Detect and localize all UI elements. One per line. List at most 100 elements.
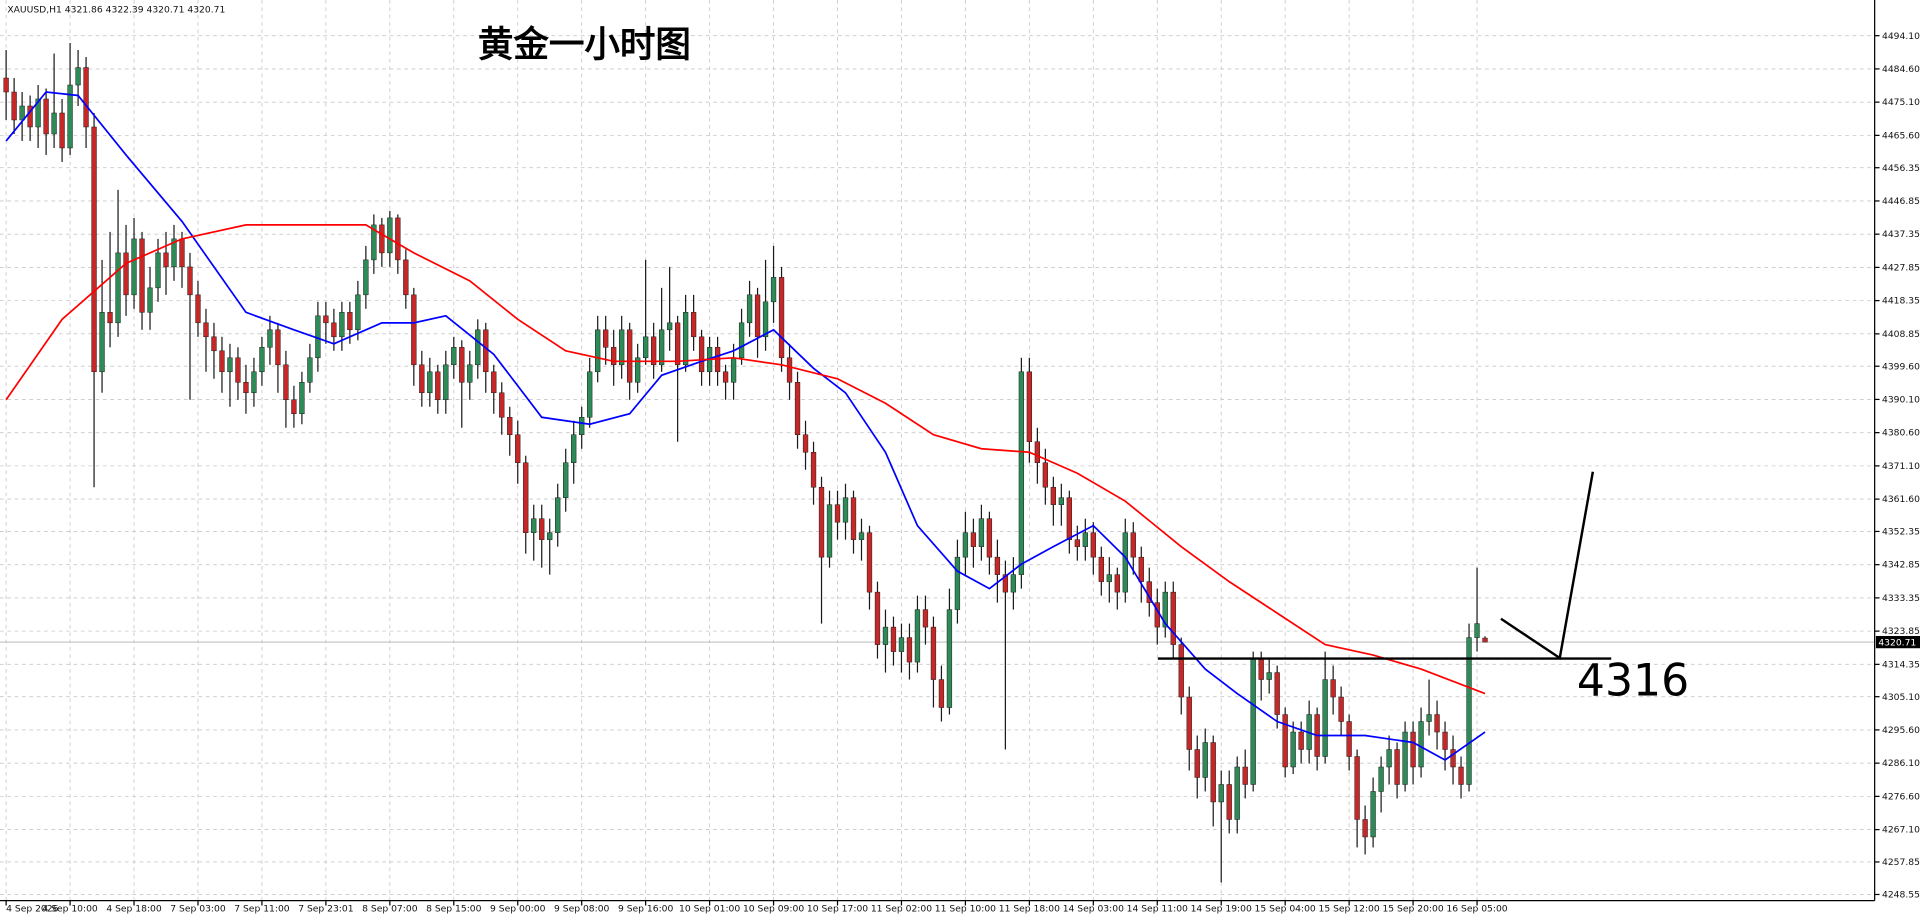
candle-body	[842, 497, 849, 523]
x-tick-label: 14 Sep 11:00	[1127, 904, 1188, 915]
candle-body	[1042, 462, 1048, 488]
x-tick-label: 4 Sep 10:00	[42, 904, 98, 915]
y-tick-label: 4248.55	[1882, 890, 1920, 901]
y-tick-label: 4456.35	[1882, 163, 1920, 174]
candle-body	[1394, 749, 1400, 785]
candle-body	[291, 399, 297, 415]
candle-body	[1186, 696, 1192, 750]
candle-body	[179, 238, 185, 268]
candle-body	[67, 84, 73, 149]
candle-body	[1274, 672, 1280, 715]
candle-body	[19, 105, 25, 121]
y-tick-label: 4257.85	[1882, 857, 1920, 868]
x-tick-label: 9 Sep 16:00	[618, 904, 674, 915]
candle-body	[595, 329, 601, 373]
candle-body	[603, 329, 609, 348]
candle-body	[1074, 539, 1080, 547]
candle-body	[35, 98, 41, 128]
candle-body	[43, 98, 49, 135]
candle-body	[163, 252, 169, 268]
candle-body	[1266, 672, 1272, 680]
candle-body	[962, 532, 969, 558]
candle-body	[1482, 637, 1488, 643]
candle-body	[1090, 532, 1096, 558]
chart-header: XAUUSD,H1 4321.86 4322.39 4320.71 4320.7…	[7, 4, 225, 15]
y-tick-label: 4494.10	[1882, 31, 1920, 42]
x-tick-label: 10 Sep 17:00	[807, 904, 868, 915]
candle-body	[906, 637, 913, 663]
candle-body	[59, 112, 65, 149]
chart-title: 黄金一小时图	[478, 24, 691, 65]
candle-body	[1242, 766, 1248, 785]
candle-body	[379, 224, 385, 254]
candle-body	[227, 357, 233, 373]
candle-body	[235, 357, 241, 383]
y-tick-label: 4342.85	[1882, 560, 1920, 571]
candle-body	[1162, 591, 1168, 628]
marks	[3, 43, 1612, 883]
y-tick-label: 4418.35	[1882, 296, 1920, 307]
candle-body	[786, 357, 793, 383]
y-tick-label: 4305.10	[1882, 692, 1920, 703]
candle-body	[1026, 371, 1033, 442]
candle-body	[978, 518, 985, 547]
candle-body	[794, 382, 801, 435]
candle-body	[1170, 591, 1176, 645]
last-low: 4320.71	[147, 4, 185, 15]
candle-body	[643, 336, 649, 359]
candle-body	[1450, 749, 1456, 768]
candle-body	[1474, 623, 1480, 638]
candle-body	[1098, 556, 1104, 582]
x-tick-label: 4 Sep 2026	[6, 904, 58, 915]
candle-body	[866, 532, 873, 593]
candle-body	[267, 329, 273, 348]
x-tick-label: 10 Sep 01:00	[679, 904, 740, 915]
price-label: 4320.71	[1878, 638, 1916, 649]
candle-body	[922, 609, 929, 628]
candle-body	[283, 364, 289, 401]
candle-body	[459, 347, 465, 383]
candle-body	[690, 312, 697, 338]
y-tick-label: 4437.35	[1882, 229, 1920, 240]
candle-body	[123, 252, 129, 296]
candle-body	[1130, 532, 1136, 558]
candle-body	[938, 679, 945, 708]
x-tick-label: 9 Sep 08:00	[554, 904, 610, 915]
candle-body	[1258, 658, 1264, 680]
x-tick-label: 11 Sep 10:00	[935, 904, 996, 915]
candle-body	[579, 417, 585, 435]
candle-body	[403, 259, 409, 296]
candle-body	[778, 277, 785, 359]
candle-body	[651, 336, 657, 366]
candle-body	[371, 224, 377, 261]
candle-body	[419, 364, 425, 394]
x-tick-label: 15 Sep 12:00	[1319, 904, 1380, 915]
candle-body	[762, 301, 769, 338]
candle-body	[682, 312, 689, 366]
candle-body	[802, 434, 809, 453]
candle-body	[1210, 742, 1216, 803]
grid	[0, 0, 1875, 901]
candle-body	[355, 294, 361, 331]
y-tick-label: 4484.60	[1882, 64, 1920, 75]
candle-body	[1362, 819, 1368, 838]
candle-body	[1226, 784, 1232, 820]
candle-body	[1106, 574, 1112, 582]
candle-body	[1426, 714, 1432, 722]
candle-body	[858, 532, 865, 540]
candle-body	[411, 294, 417, 366]
candle-body	[563, 462, 569, 498]
candle-body	[1370, 791, 1376, 838]
candle-body	[826, 504, 833, 558]
candle-body	[1354, 756, 1360, 820]
candle-body	[874, 591, 881, 645]
candle-body	[810, 451, 817, 488]
last-open: 4321.86	[65, 4, 103, 15]
candle-body	[1002, 574, 1009, 593]
candle-body	[347, 312, 353, 331]
x-tick-label: 14 Sep 19:00	[1191, 904, 1252, 915]
candle-body	[251, 371, 257, 394]
candle-body	[738, 322, 745, 359]
y-tick-label: 4465.60	[1882, 130, 1920, 141]
